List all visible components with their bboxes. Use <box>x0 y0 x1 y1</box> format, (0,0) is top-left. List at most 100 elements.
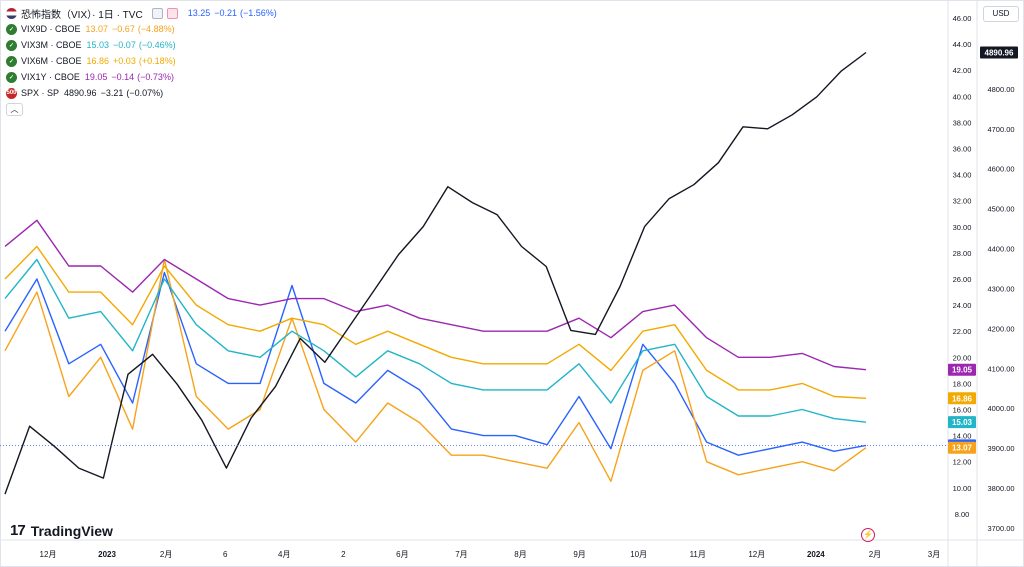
time-axis-tick-label: 7月 <box>455 550 467 559</box>
time-axis-tick-label: 2月 <box>160 550 172 559</box>
legend-row[interactable]: 500 SPX · SP 4890.96 −3.21 (−0.07%) <box>6 85 280 101</box>
series-name: SPX · SP <box>21 88 60 98</box>
vix-axis-tick-label: 44.00 <box>953 40 972 49</box>
tradingview-logo-icon: 17 <box>10 522 26 539</box>
series-line[interactable] <box>4 271 867 456</box>
series-change-pct: (−4.88%) <box>137 24 175 34</box>
vix-axis-tick-label: 24.00 <box>953 301 972 310</box>
spx-axis-tick-label: 3700.00 <box>987 524 1014 533</box>
vix-axis-tick-label: 40.00 <box>953 92 972 101</box>
last-value-label: 19.05 <box>952 366 973 375</box>
last-value-label: 16.86 <box>952 394 973 403</box>
series-line[interactable] <box>4 51 867 495</box>
time-axis-tick-label: 6 <box>223 550 228 559</box>
vix-axis-tick-label: 46.00 <box>953 14 972 23</box>
spx-axis-tick-label: 4600.00 <box>987 165 1014 174</box>
main-symbol-name: 恐怖指数（VIX）· 1日 · TVC <box>21 9 143 21</box>
series-line[interactable] <box>4 258 867 482</box>
vix9d-logo-icon: ✓ <box>6 23 17 35</box>
spx-axis-tick-label: 4500.00 <box>987 205 1014 214</box>
vix-axis-tick-label: 14.00 <box>953 432 972 441</box>
vix1y-logo-icon: ✓ <box>6 71 17 83</box>
series-name: VIX9D · CBOE <box>21 24 81 34</box>
spx-axis-tick-label: 3800.00 <box>987 484 1014 493</box>
time-axis-tick-label: 9月 <box>573 550 585 559</box>
time-axis-tick-label: 10月 <box>630 550 647 559</box>
legend-row[interactable]: ✓ VIX3M · CBOE 15.03 −0.07 (−0.46%) <box>6 37 280 53</box>
last-value-label: 13.07 <box>952 444 973 453</box>
spx-axis-tick-label: 4100.00 <box>987 364 1014 373</box>
series-line[interactable] <box>4 245 867 399</box>
collapse-legend-button[interactable]: ︿ <box>6 103 23 116</box>
series-line[interactable] <box>4 258 867 423</box>
time-axis-tick-label: 4月 <box>278 550 290 559</box>
time-axis-tick-label: 2月 <box>869 550 881 559</box>
vix-axis-tick-label: 26.00 <box>953 275 972 284</box>
spx-axis-tick-label: 4300.00 <box>987 284 1014 293</box>
time-axis-tick-label: 12月 <box>748 550 765 559</box>
settings-toggle-icon[interactable] <box>166 7 178 19</box>
series-change-pct: (−0.46%) <box>138 40 176 50</box>
vix-axis-tick-label: 36.00 <box>953 145 972 154</box>
last-value-label: 15.03 <box>952 418 973 427</box>
last-value-tag <box>948 363 976 376</box>
tradingview-logo[interactable]: 17 TradingView <box>10 522 113 539</box>
vix-axis-tick-label: 12.00 <box>953 458 972 467</box>
vix-axis-tick-label: 10.00 <box>953 484 972 493</box>
legend-row[interactable]: ✓ VIX9D · CBOE 13.07 −0.67 (−4.88%) <box>6 21 280 37</box>
series-name: VIX6M · CBOE <box>21 56 82 66</box>
series-change-pct: (−0.73%) <box>137 72 174 82</box>
series-value: 15.03 <box>86 40 110 50</box>
main-last-value: 13.25 <box>187 8 211 18</box>
series-change-pct: (+0.18%) <box>138 56 176 66</box>
series-value: 16.86 <box>86 56 110 66</box>
series-name: VIX1Y · CBOE <box>21 72 80 82</box>
legend-row[interactable]: ✓ VIX6M · CBOE 16.86 +0.03 (+0.18%) <box>6 53 280 69</box>
time-axis-tick-label: 6月 <box>396 550 408 559</box>
vix-axis-tick-label: 16.00 <box>953 406 972 415</box>
currency-selector[interactable]: USD <box>983 6 1019 22</box>
brand-name: TradingView <box>30 522 113 539</box>
legend-main-row[interactable]: 恐怖指数（VIX）· 1日 · TVC 13.25 −0.21 (−1.56%) <box>6 5 280 21</box>
spx-axis-tick-label: 4400.00 <box>987 245 1014 254</box>
lightning-icon[interactable]: ⚡ <box>861 528 875 542</box>
vix3m-logo-icon: ✓ <box>6 39 17 51</box>
vix-axis-tick-label: 20.00 <box>953 353 972 362</box>
last-value-tag <box>948 392 976 405</box>
series-change: −0.07 <box>113 40 136 50</box>
series-change: −0.67 <box>112 24 135 34</box>
vix6m-logo-icon: ✓ <box>6 55 17 67</box>
vix-axis-tick-label: 32.00 <box>953 197 972 206</box>
time-axis-tick-label: 2 <box>341 550 346 559</box>
last-value-tag <box>948 416 976 429</box>
spx-logo-icon: 500 <box>6 87 17 99</box>
spx-axis-tick-label: 4200.00 <box>987 324 1014 333</box>
us-flag-icon <box>6 7 17 19</box>
spx-axis-tick-label: 4000.00 <box>987 404 1014 413</box>
main-change: −0.21 <box>214 8 237 18</box>
series-line[interactable] <box>4 219 867 371</box>
time-axis-tick-label: 11月 <box>690 550 706 559</box>
time-axis-tick-label: 2023 <box>98 550 116 559</box>
vix-axis-tick-label: 28.00 <box>953 249 972 258</box>
legend: 恐怖指数（VIX）· 1日 · TVC 13.25 −0.21 (−1.56%)… <box>6 5 280 116</box>
vix-axis-tick-label: 22.00 <box>953 327 972 336</box>
time-axis-tick-label: 12月 <box>40 550 57 559</box>
series-value: 19.05 <box>84 72 108 82</box>
time-axis-tick-label: 3月 <box>928 550 940 559</box>
series-value: 4890.96 <box>64 88 97 98</box>
series-change: +0.03 <box>113 56 136 66</box>
spx-axis-tick-label: 4800.00 <box>987 85 1014 94</box>
last-value-label: 4890.96 <box>985 49 1014 58</box>
hide-toggle-icon[interactable] <box>151 7 163 19</box>
vix-axis-tick-label: 30.00 <box>953 223 972 232</box>
vix-axis-tick-label: 42.00 <box>953 66 972 75</box>
last-value-tag <box>980 46 1018 59</box>
series-value: 13.07 <box>85 24 109 34</box>
main-change-pct: (−1.56%) <box>240 8 277 18</box>
spx-axis-tick-label: 4700.00 <box>987 125 1014 134</box>
series-change: −3.21 <box>100 88 124 98</box>
legend-row[interactable]: ✓ VIX1Y · CBOE 19.05 −0.14 (−0.73%) <box>6 69 280 85</box>
